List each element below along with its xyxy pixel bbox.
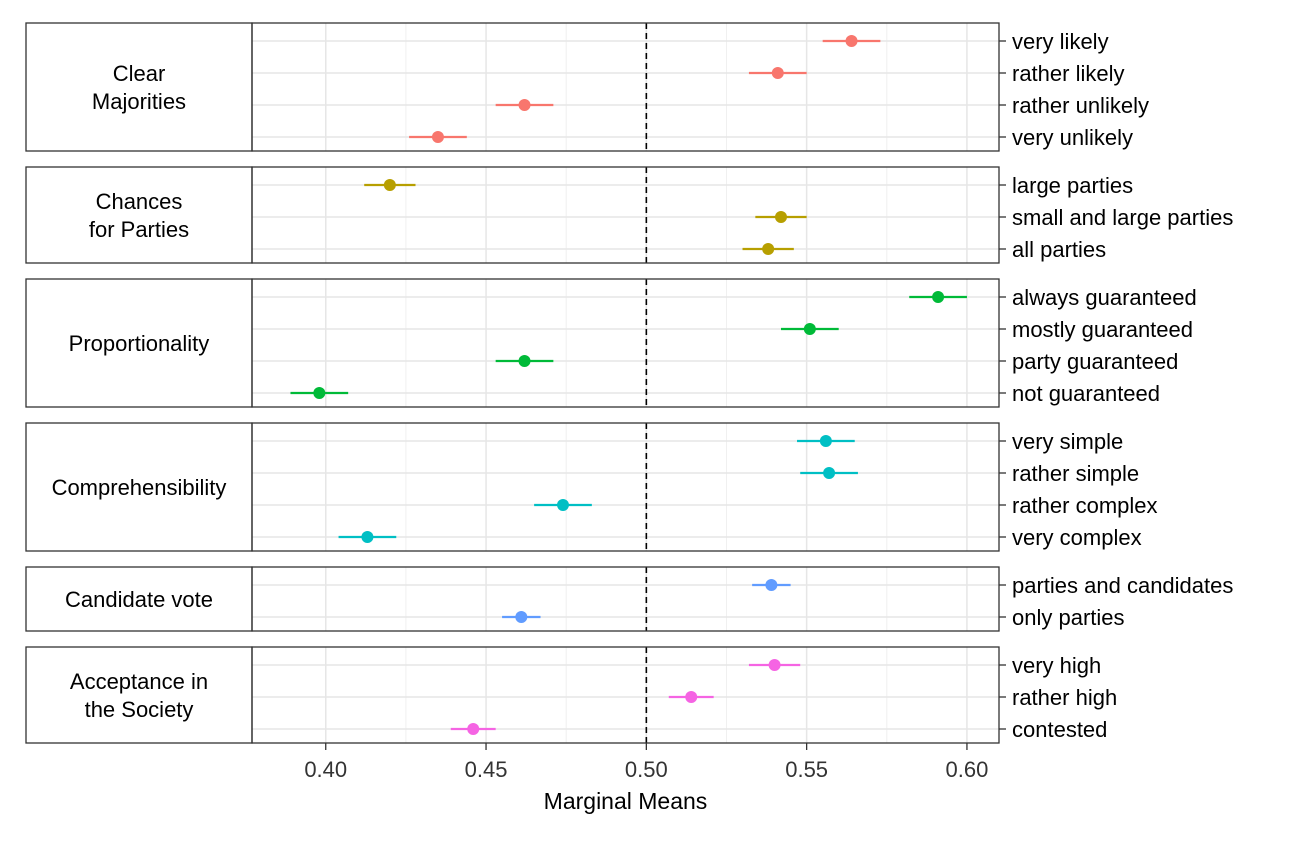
facet-strip [25, 278, 253, 408]
estimate-point [361, 531, 374, 543]
level-label: rather complex [1012, 493, 1158, 518]
level-label: party guaranteed [1012, 349, 1178, 374]
estimate-point [932, 291, 945, 303]
estimate-point [823, 467, 836, 479]
level-label: always guaranteed [1012, 285, 1197, 310]
x-tick-label: 0.45 [465, 757, 508, 782]
level-label: all parties [1012, 237, 1106, 262]
estimate-point [313, 387, 326, 399]
level-label: rather unlikely [1012, 93, 1149, 118]
estimate-point [518, 355, 531, 367]
panel-background [252, 423, 999, 551]
facet-panel: Comprehensibility very simple rather simpl… [25, 422, 1158, 552]
x-tick-label: 0.60 [946, 757, 989, 782]
facet-label: Clear [113, 61, 166, 86]
level-label: mostly guaranteed [1012, 317, 1193, 342]
estimate-point [762, 243, 775, 255]
x-axis-title: Marginal Means [544, 788, 708, 814]
facet-strip [25, 22, 253, 152]
estimate-point [467, 723, 480, 735]
level-label: not guaranteed [1012, 381, 1160, 406]
level-label: small and large parties [1012, 205, 1233, 230]
level-label: parties and candidates [1012, 573, 1233, 598]
facet-label: Majorities [92, 89, 186, 114]
panel-background [252, 567, 999, 631]
level-label: rather high [1012, 685, 1117, 710]
facet-panel: Chances for Parties large parties small and… [25, 166, 1233, 264]
estimate-point [803, 323, 816, 335]
facet-strip [25, 166, 253, 264]
panel-background [252, 647, 999, 743]
level-label: very unlikely [1012, 125, 1133, 150]
x-axis: 0.40 0.45 0.50 0.55 0.60 Marginal Means [304, 743, 988, 814]
level-label: very high [1012, 653, 1101, 678]
estimate-point [515, 611, 528, 623]
facet-strip [25, 566, 253, 632]
estimate-point [768, 659, 781, 671]
level-label: rather likely [1012, 61, 1124, 86]
x-tick-label: 0.50 [625, 757, 668, 782]
estimate-point [774, 211, 787, 223]
panel-border [251, 278, 1000, 408]
x-tick-label: 0.40 [304, 757, 347, 782]
facet-panel: Clear Majorities very likely rather likely r… [25, 22, 1149, 152]
panel-border [251, 422, 1000, 552]
panel-border [251, 566, 1000, 632]
panel-background [252, 279, 999, 407]
level-label: rather simple [1012, 461, 1139, 486]
estimate-point [765, 579, 778, 591]
facet-panel: Proportionality always guaranteed mostly g… [25, 278, 1197, 408]
estimate-point [771, 67, 784, 79]
facet-panel: Acceptance in the Society very high rather … [25, 646, 1117, 744]
estimate-point [819, 435, 832, 447]
panel-border [251, 166, 1000, 264]
estimate-point [685, 691, 698, 703]
estimate-point [431, 131, 444, 143]
level-label: contested [1012, 717, 1107, 742]
panel-border [251, 22, 1000, 152]
facet-label: Candidate vote [65, 587, 213, 612]
level-label: only parties [1012, 605, 1125, 630]
facet-label: for Parties [89, 217, 189, 242]
estimate-point [518, 99, 531, 111]
facet-label: the Society [85, 697, 194, 722]
panel-background [252, 167, 999, 263]
level-label: very complex [1012, 525, 1142, 550]
facet-panel: Candidate vote parties and candidates only… [25, 566, 1233, 632]
level-label: very likely [1012, 29, 1109, 54]
facet-label: Acceptance in [70, 669, 208, 694]
facet-label: Comprehensibility [52, 475, 227, 500]
panel-border [251, 646, 1000, 744]
level-label: very simple [1012, 429, 1123, 454]
estimate-point [845, 35, 858, 47]
panel-background [252, 23, 999, 151]
x-tick-label: 0.55 [785, 757, 828, 782]
facet-strip [25, 422, 253, 552]
level-label: large parties [1012, 173, 1133, 198]
facet-label: Chances [96, 189, 183, 214]
facet-strip [25, 646, 253, 744]
estimate-point [383, 179, 396, 191]
estimate-point [556, 499, 569, 511]
facet-label: Proportionality [69, 331, 210, 356]
